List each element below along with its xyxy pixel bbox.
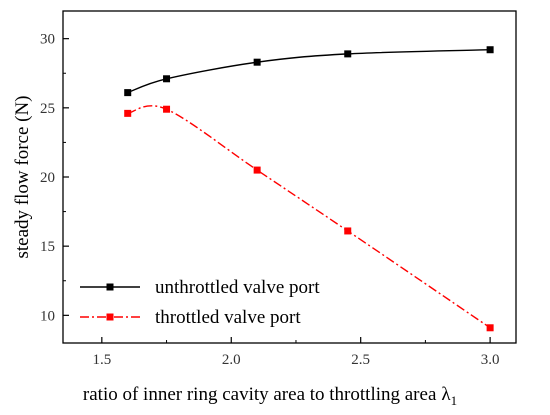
data-point-s0-3 (344, 50, 352, 58)
legend-marker-throttled (106, 313, 114, 321)
axis-ticks: 1.5 2.0 2.5 3.0 10 15 20 25 30 (40, 32, 499, 368)
y-tick-label: 25 (40, 101, 55, 117)
y-tick-label: 15 (40, 239, 55, 255)
x-tick-label: 2.5 (351, 352, 370, 368)
x-axis-title-subscript: 1 (451, 393, 458, 408)
legend-label-throttled: throttled valve port (155, 307, 301, 328)
x-axis-title-text: ratio of inner ring cavity area to throt… (83, 384, 437, 405)
data-point-s0-1 (163, 75, 171, 83)
data-point-s1-2 (253, 166, 261, 174)
data-point-s0-4 (486, 46, 494, 54)
x-tick-label: 2.0 (222, 352, 241, 368)
series-markers (124, 46, 494, 332)
data-point-s0-0 (124, 89, 132, 97)
legend: unthrottled valve port throttled valve p… (80, 277, 320, 328)
legend-marker-unthrottled (106, 283, 114, 291)
legend-label-unthrottled: unthrottled valve port (155, 277, 320, 298)
data-point-s1-1 (163, 105, 171, 113)
data-point-s1-0 (124, 109, 132, 117)
x-tick-label: 1.5 (92, 352, 111, 368)
y-tick-label: 20 (40, 170, 55, 186)
x-axis-title-symbol: λ (441, 384, 451, 405)
data-point-s0-2 (253, 58, 261, 66)
y-tick-label: 10 (40, 308, 55, 324)
y-axis-title: steady flow force (N) (12, 95, 33, 258)
y-tick-label: 30 (40, 32, 55, 48)
x-axis-title: ratio of inner ring cavity area to throt… (83, 384, 457, 408)
x-tick-label: 3.0 (481, 352, 500, 368)
series-line-0 (127, 49, 491, 94)
data-point-s1-4 (486, 324, 494, 332)
data-point-s1-3 (344, 227, 352, 235)
